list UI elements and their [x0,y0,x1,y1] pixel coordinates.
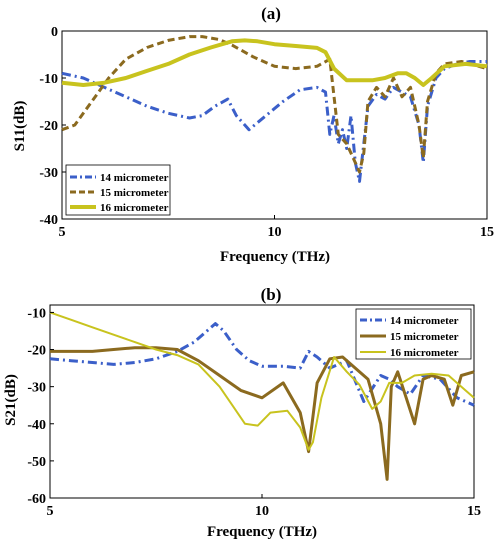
panel-b-ytick-label: -30 [27,381,46,396]
panel-b-ytick-label: -20 [27,344,46,359]
panel-a-ytick-label: -40 [39,213,58,228]
panel-b-legend-label-16: 16 micrometer [390,347,459,359]
panel-b-xlabel: Frequency (THz) [207,524,317,540]
panel-b-legend: 14 micrometer 15 micrometer 16 micromete… [355,308,472,360]
panel-a-series-line-2 [61,38,488,87]
panel-a-series-line-1 [61,35,488,174]
panel-b-legend-label-15: 15 micrometer [390,331,459,343]
panel-a-ytick-label: -10 [39,72,58,87]
panel-b-title: (b) [261,285,282,304]
panel-b-series-line-1 [50,346,475,481]
panel-b-series-group [49,311,475,481]
panel-a-xtick-label: 10 [268,225,282,240]
panel-a-title: (a) [261,4,281,23]
panel-a-s11: (a) 5 10 15 -40 -30 -20 -10 0 Frequency (THz) S… [12,4,494,265]
panel-a-ylabel: S11(dB) [12,101,28,152]
panel-a-ticks: 5 10 15 -40 -30 -20 -10 0 [39,25,494,240]
panel-a-series-group [61,35,488,183]
panel-b-xtick-label: 5 [47,504,54,519]
panel-b-legend-box [355,308,472,360]
panel-a-xtick-label: 5 [59,225,66,240]
panel-a-ytick-label: 0 [51,25,58,40]
panel-a-ytick-label: -20 [39,119,58,134]
panel-b-xtick-label: 10 [255,504,269,519]
panel-b-ytick-label: -60 [27,492,46,507]
panel-a-legend-label-16: 16 micrometer [100,202,169,214]
panel-b-s21: (b) 5 10 15 -60 -50 -40 -30 -20 -10 Frequency (T… [3,285,481,540]
panel-b-ytick-label: -40 [27,418,46,433]
panel-a-xtick-label: 15 [480,225,494,240]
panel-b-series-line-2 [49,311,475,451]
panel-a-xlabel: Frequency (THz) [220,249,330,265]
panel-b-legend-label-14: 14 micrometer [390,315,459,327]
panel-b-xtick-label: 15 [467,504,481,519]
panel-a-ytick-label: -30 [39,166,58,181]
panel-a-series-line-0 [61,60,487,183]
panel-a-legend-label-14: 14 micrometer [100,172,169,184]
panel-a-legend: 14 micrometer 15 micrometer 16 micromete… [65,164,171,216]
panel-b-ytick-label: -10 [27,306,46,321]
panel-b-ticks: 5 10 15 -60 -50 -40 -30 -20 -10 [27,306,481,519]
panel-a-legend-label-15: 15 micrometer [100,187,169,199]
panel-b-ylabel: S21(dB) [3,374,19,426]
panel-b-ytick-label: -50 [27,455,46,470]
